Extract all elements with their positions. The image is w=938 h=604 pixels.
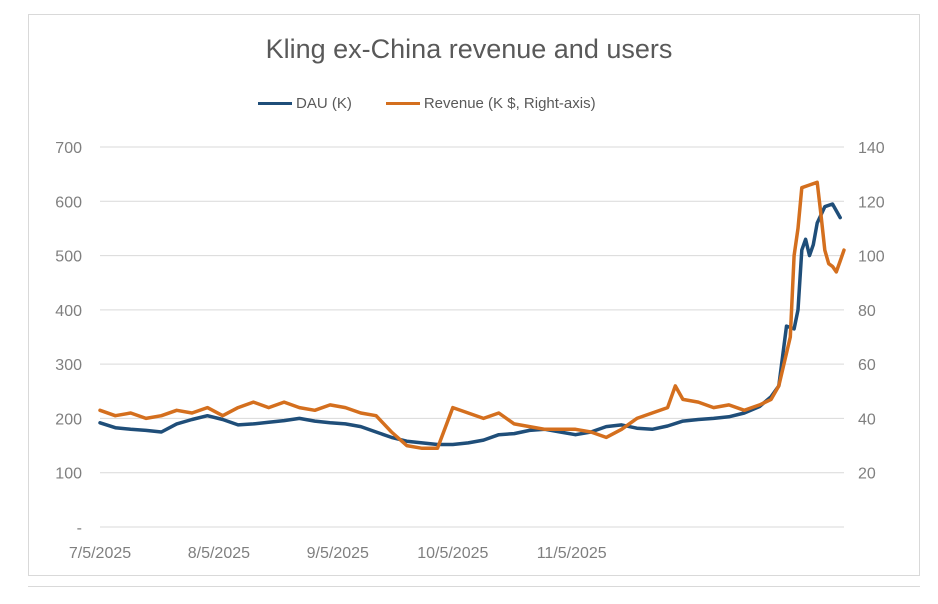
x-tick-label: 7/5/2025 <box>69 545 131 562</box>
y-right-tick-label: 140 <box>858 140 885 157</box>
y-left-tick-label: - <box>77 520 82 537</box>
y-right-tick-label: 20 <box>858 466 876 483</box>
y-left-tick-label: 700 <box>55 140 82 157</box>
chart-legend: DAU (K) Revenue (K $, Right-axis) <box>258 92 630 114</box>
y-left-tick-label: 200 <box>55 411 82 428</box>
y-left-tick-label: 600 <box>55 194 82 211</box>
legend-swatch-dau <box>258 101 292 105</box>
y-left-tick-label: 500 <box>55 249 82 266</box>
legend-label-revenue: Revenue (K $, Right-axis) <box>423 94 596 112</box>
chart-frame <box>28 14 920 576</box>
y-right-tick-label: 60 <box>858 357 876 374</box>
y-right-tick-label: 100 <box>858 249 885 266</box>
y-left-tick-label: 300 <box>55 357 82 374</box>
legend-label-dau: DAU (K) <box>296 94 352 112</box>
legend-item-dau: DAU (K) <box>258 95 352 112</box>
x-tick-label: 9/5/2025 <box>307 545 369 562</box>
y-right-tick-label: 120 <box>858 194 885 211</box>
x-tick-label: 11/5/2025 <box>537 545 607 562</box>
chart-title: Kling ex-China revenue and users <box>265 34 673 64</box>
y-right-tick-label: 40 <box>858 411 876 428</box>
x-tick-label: 10/5/2025 <box>417 545 488 562</box>
y-left-tick-label: 100 <box>55 466 82 483</box>
x-tick-label: 8/5/2025 <box>188 545 250 562</box>
y-right-tick-label: 80 <box>858 303 876 320</box>
legend-item-revenue: Revenue (K $, Right-axis) <box>385 94 596 112</box>
divider <box>28 586 920 587</box>
y-left-tick-label: 400 <box>55 303 82 320</box>
series-line-revenue <box>98 180 846 451</box>
legend-swatch-revenue <box>385 101 420 105</box>
